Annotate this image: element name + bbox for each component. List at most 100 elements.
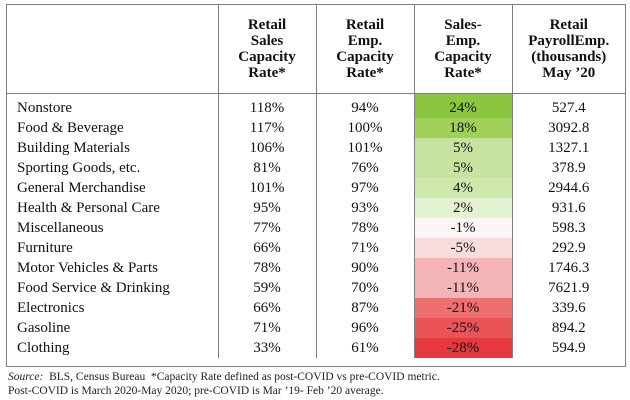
row-category: Gasoline xyxy=(7,318,219,338)
row-payroll-emp: 378.9 xyxy=(551,160,586,176)
row-payroll-emp: 2944.6 xyxy=(548,180,590,196)
row-emp-rate: 87% xyxy=(316,298,415,318)
row-sales-emp-diff: -1% xyxy=(414,218,513,238)
header-line: Rate* xyxy=(444,65,482,81)
table-row: Nonstore 118% 94% 24% 527.4 xyxy=(7,93,625,118)
row-sales-rate: 66% xyxy=(218,238,317,258)
row-sales-emp-diff: 18% xyxy=(414,118,513,138)
row-payroll-emp: 339.6 xyxy=(551,300,586,316)
header-category xyxy=(7,5,219,94)
row-emp-rate: 96% xyxy=(316,318,415,338)
table-row: Building Materials 106% 101% 5% 1327.1 xyxy=(7,138,625,158)
row-sales-emp-diff: -25% xyxy=(414,318,513,338)
row-emp-rate: 93% xyxy=(316,198,415,218)
row-emp-rate: 78% xyxy=(316,218,415,238)
row-category: Electronics xyxy=(7,298,219,318)
source-text: BLS, Census Bureau *Capacity Rate define… xyxy=(43,371,440,383)
table-row: General Merchandise 101% 97% 4% 2944.6 xyxy=(7,178,625,198)
header-sales-capacity-rate: Retail Sales Capacity Rate* xyxy=(218,5,317,94)
row-sales-rate: 95% xyxy=(218,198,317,218)
row-payroll-emp: 894.2 xyxy=(551,320,586,336)
table-row: Gasoline 71% 96% -25% 894.2 xyxy=(7,318,625,338)
row-category: Food & Beverage xyxy=(7,118,219,138)
table-row: Health & Personal Care 95% 93% 2% 931.6 xyxy=(7,198,625,218)
row-emp-rate: 100% xyxy=(316,118,415,138)
row-emp-rate: 97% xyxy=(316,178,415,198)
row-payroll-emp: 3092.8 xyxy=(548,120,590,136)
header-line: Capacity xyxy=(336,49,394,65)
row-sales-emp-diff: -21% xyxy=(414,298,513,318)
header-line: May ’20 xyxy=(542,65,596,81)
row-sales-rate: 118% xyxy=(218,93,317,118)
row-sales-rate: 117% xyxy=(218,118,317,138)
row-payroll-emp: 594.9 xyxy=(551,340,586,356)
table-frame: Retail Sales Capacity Rate* Retail Emp. Capac… xyxy=(6,4,626,367)
row-emp-rate: 94% xyxy=(316,93,415,118)
row-emp-rate: 70% xyxy=(316,278,415,298)
source-line-1: Source: BLS, Census Bureau *Capacity Rat… xyxy=(8,370,624,384)
table-row: Sporting Goods, etc. 81% 76% 5% 378.9 xyxy=(7,158,625,178)
header-line: Retail xyxy=(247,17,287,33)
row-sales-emp-diff: -11% xyxy=(414,258,513,278)
table-row: Furniture 66% 71% -5% 292.9 xyxy=(7,238,625,258)
row-sales-rate: 106% xyxy=(218,138,317,158)
row-sales-rate: 81% xyxy=(218,158,317,178)
header-line: Capacity xyxy=(434,49,492,65)
table-row: Clothing 33% 61% -28% 594.9 xyxy=(7,338,625,358)
row-sales-rate: 78% xyxy=(218,258,317,278)
row-category: General Merchandise xyxy=(7,178,219,198)
table-row: Food Service & Drinking 59% 70% -11% 7621.9 xyxy=(7,278,625,298)
row-sales-rate: 33% xyxy=(218,338,317,358)
row-sales-rate: 71% xyxy=(218,318,317,338)
capacity-rate-table: Retail Sales Capacity Rate* Retail Emp. Capac… xyxy=(7,5,625,358)
header-line: (thousands) xyxy=(531,49,607,65)
header-line: PayrollEmp. xyxy=(528,33,610,49)
row-category: Food Service & Drinking xyxy=(7,278,219,298)
header-line: Rate* xyxy=(346,65,384,81)
row-sales-emp-diff: 5% xyxy=(414,138,513,158)
row-sales-rate: 77% xyxy=(218,218,317,238)
header-emp-capacity-rate: Retail Emp. Capacity Rate* xyxy=(316,5,415,94)
row-sales-rate: 66% xyxy=(218,298,317,318)
row-category: Sporting Goods, etc. xyxy=(7,158,219,178)
row-category: Motor Vehicles & Parts xyxy=(7,258,219,278)
row-sales-emp-diff: -28% xyxy=(414,338,513,358)
header-line: Retail xyxy=(549,17,588,33)
row-payroll-emp: 931.6 xyxy=(551,200,586,216)
row-category: Furniture xyxy=(7,238,219,258)
source-prefix: Source: xyxy=(8,371,44,383)
table-row: Motor Vehicles & Parts 78% 90% -11% 1746.3 xyxy=(7,258,625,278)
row-sales-emp-diff: 4% xyxy=(414,178,513,198)
row-sales-rate: 59% xyxy=(218,278,317,298)
row-emp-rate: 61% xyxy=(316,338,415,358)
row-emp-rate: 71% xyxy=(316,238,415,258)
row-sales-rate: 101% xyxy=(218,178,317,198)
table-row: Electronics 66% 87% -21% 339.6 xyxy=(7,298,625,318)
header-line: Sales xyxy=(250,33,284,49)
header-line: Sales- xyxy=(444,17,482,33)
row-sales-emp-diff: -5% xyxy=(414,238,513,258)
row-payroll-emp: 7621.9 xyxy=(548,280,590,296)
row-emp-rate: 90% xyxy=(316,258,415,278)
row-payroll-emp: 292.9 xyxy=(551,240,586,256)
table-body: Nonstore 118% 94% 24% 527.4 Food & Beverage 11… xyxy=(7,93,625,358)
row-payroll-emp: 527.4 xyxy=(551,100,586,116)
row-sales-emp-diff: 5% xyxy=(414,158,513,178)
row-sales-emp-diff: 2% xyxy=(414,198,513,218)
header-line: Emp. xyxy=(347,33,383,49)
row-payroll-emp: 598.3 xyxy=(551,220,586,236)
source-note: Source: BLS, Census Bureau *Capacity Rat… xyxy=(8,370,624,398)
table-row: Miscellaneous 77% 78% -1% 598.3 xyxy=(7,218,625,238)
header-line: Capacity xyxy=(238,49,296,65)
row-payroll-emp: 1327.1 xyxy=(548,140,590,156)
header-row: Retail Sales Capacity Rate* Retail Emp. Capac… xyxy=(7,5,625,94)
row-category: Nonstore xyxy=(7,93,219,118)
row-category: Health & Personal Care xyxy=(7,198,219,218)
header-payroll-emp: Retail PayrollEmp. (thousands) May ’20 xyxy=(512,5,625,94)
row-sales-emp-diff: 24% xyxy=(414,93,513,118)
row-category: Clothing xyxy=(7,338,219,358)
row-emp-rate: 101% xyxy=(316,138,415,158)
row-payroll-emp: 1746.3 xyxy=(548,260,590,276)
header-line: Rate* xyxy=(248,65,286,81)
header-line: Emp. xyxy=(445,33,481,49)
